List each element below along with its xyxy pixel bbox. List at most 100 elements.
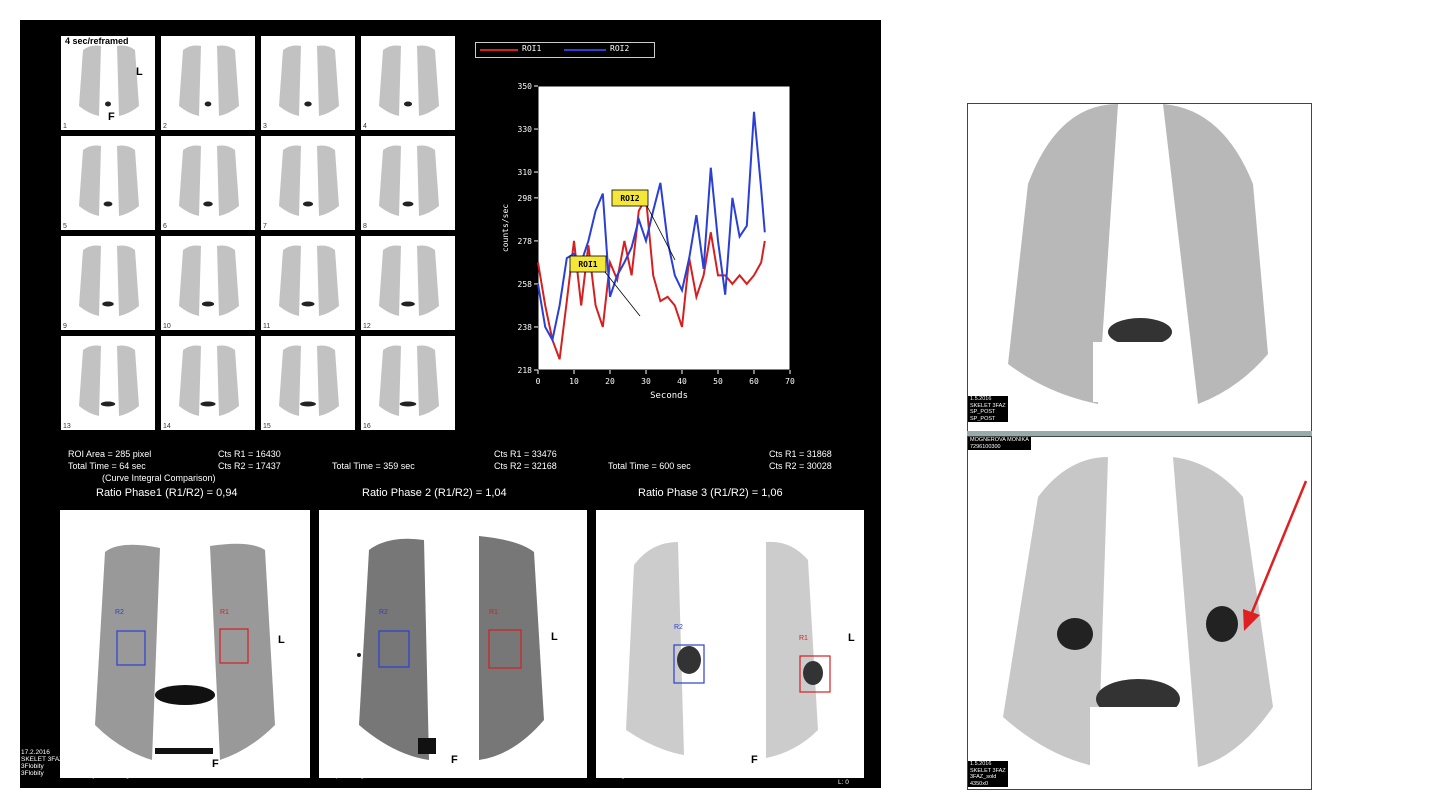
x-tick-label: 20 (605, 377, 615, 386)
plot-area (537, 85, 791, 371)
right-mid-tags: MOGNEROVA MONIKA 7296100300 (968, 437, 1031, 450)
dynamic-frame-thumb: 6 (161, 136, 255, 230)
summed-dynamic-image: R2 R1 L F (60, 510, 310, 778)
bloodpool-scan-right: 1.5.2016 SKELET 3FAZ SP_POST SP_POST (967, 103, 1312, 433)
foot-marker-3: F (751, 754, 758, 766)
roi2-label-1: R2 (115, 609, 124, 616)
frame-number: 2 (163, 123, 167, 130)
frame-number: 6 (163, 223, 167, 230)
x-tick-label: 70 (785, 377, 795, 386)
right-bot-tag-1: 1.5.2016 (968, 761, 1008, 768)
y-tick-label: 238 (518, 323, 533, 332)
right-divider (967, 431, 1312, 436)
lower-window-value: L: 0 (838, 779, 849, 786)
y-tick-label: 298 (518, 194, 533, 203)
frame-number: 13 (63, 423, 71, 430)
cts-r2-phase3: Cts R2 = 30028 (769, 461, 832, 471)
dynamic-frame-thumb: 12 (361, 236, 455, 330)
legend-roi2-label: ROI2 (610, 44, 630, 53)
y-tick-label: 350 (518, 82, 533, 91)
right-top-tag-3: SP_POST (968, 409, 1008, 416)
caption-bloodpool: Bloodpool Image (319, 772, 368, 779)
y-axis-label: counts/sec (501, 204, 510, 252)
x-tick-label: 40 (677, 377, 687, 386)
chart-legend: ROI1 ROI2 (475, 42, 655, 58)
frame-number: 4 (363, 123, 367, 130)
annotation-leader (646, 205, 676, 261)
foot-marker-2: F (451, 754, 458, 766)
right-bottom-tags: 1.5.2016 SKELET 3FAZ 3FAZ_sold 4350x0 (968, 761, 1008, 787)
x-tick-label: 50 (713, 377, 723, 386)
caption-late: Late Image (596, 772, 629, 779)
arrow-head (1243, 609, 1260, 631)
annotation-box (611, 189, 649, 207)
foot-marker-1: F (212, 758, 219, 770)
x-tick-label: 0 (536, 377, 541, 386)
dynamic-frame-thumb: 13 (61, 336, 155, 430)
study-line4: 3Flobity (21, 770, 44, 777)
frame-number: 14 (163, 423, 171, 430)
left-marker-1: L (278, 634, 285, 646)
y-tick-label: 310 (518, 168, 533, 177)
total-time-3: Total Time = 600 sec (608, 461, 691, 471)
annotation-label: ROI2 (620, 194, 639, 203)
cts-r1-phase3: Cts R1 = 31868 (769, 449, 832, 459)
roi1-label-1: R1 (220, 609, 229, 616)
frame-number: 3 (263, 123, 267, 130)
caption-summed: Summed Dynamic Image 64 sec (60, 772, 154, 779)
dynamic-frame-thumb: 11 (261, 236, 355, 330)
annotation-box (569, 255, 607, 273)
roi1-label-3: R1 (799, 635, 808, 642)
legend-roi1-label: ROI1 (522, 44, 542, 53)
frame-number: 8 (363, 223, 367, 230)
ratio-phase2: Ratio Phase 2 (R1/R2) = 1,04 (362, 487, 507, 499)
y-tick-label: 218 (518, 366, 533, 375)
x-tick-label: 60 (749, 377, 759, 386)
total-time-2: Total Time = 359 sec (332, 461, 415, 471)
study-line3: 3Flobity (21, 763, 44, 770)
cts-r1-phase2: Cts R1 = 33476 (494, 449, 557, 459)
dynamic-frame-thumb: 9 (61, 236, 155, 330)
roi1-label-2: R1 (489, 609, 498, 616)
x-tick-label: 10 (569, 377, 579, 386)
frame-number: 16 (363, 423, 371, 430)
right-top-tag-2: SKELET 3FAZ (968, 402, 1008, 409)
dynamic-frame-thumb: 10 (161, 236, 255, 330)
patient-name: MOGNEROVA MONIKA (968, 437, 1031, 444)
annotation-label: ROI1 (578, 260, 597, 269)
roi2-label-2: R2 (379, 609, 388, 616)
right-bot-tag-2: SKELET 3FAZ (968, 767, 1008, 774)
bloodpool-image: R2 R1 L F (319, 510, 587, 778)
y-tick-label: 258 (518, 280, 533, 289)
dynamic-frame-thumb: 14 (161, 336, 255, 430)
time-activity-chart: 0 10 20 30 40 50 60 70 218 238 258 278 298 310 330 350 S… (501, 82, 795, 401)
frame-number: 5 (63, 223, 67, 230)
dynamic-frame-thumb: 15 (261, 336, 355, 430)
cts-r2-phase1: Cts R2 = 17437 (218, 461, 281, 471)
ratio-phase3: Ratio Phase 3 (R1/R2) = 1,06 (638, 487, 783, 499)
dynamic-frame-thumb: 1 4 sec/reframed L F (61, 36, 155, 130)
roi-area-text: ROI Area = 285 pixel (68, 449, 152, 459)
roi2-label-3: R2 (674, 624, 683, 631)
curve-integral-text: (Curve Integral Comparison) (102, 473, 216, 483)
study-name: SKELET 3FAZ (21, 756, 64, 763)
cts-r2-phase2: Cts R2 = 32168 (494, 461, 557, 471)
dynamic-frame-thumb: 7 (261, 136, 355, 230)
thumb-foot-marker: F (108, 111, 115, 123)
frame-number: 12 (363, 323, 371, 330)
frame-number: 10 (163, 323, 171, 330)
study-info: 17.2.2016 SKELET 3FAZ 3Flobity 3Flobity (21, 749, 63, 777)
right-bot-tag-3: 3FAZ_sold (968, 774, 1008, 781)
arrow-shaft (1249, 480, 1308, 616)
left-marker-3: L (848, 632, 855, 644)
frame-number: 15 (263, 423, 271, 430)
right-bot-tag-4: 4350x0 (968, 780, 1008, 787)
annotation-leader (604, 271, 641, 317)
x-tick-label: 30 (641, 377, 651, 386)
frames-header: 4 sec/reframed (65, 36, 129, 46)
y-tick-label: 330 (518, 125, 533, 134)
dynamic-frame-thumb: 5 (61, 136, 155, 230)
left-marker-2: L (551, 631, 558, 643)
frame-number: 11 (263, 323, 271, 330)
ratio-phase1: Ratio Phase1 (R1/R2) = 0,94 (96, 487, 238, 499)
